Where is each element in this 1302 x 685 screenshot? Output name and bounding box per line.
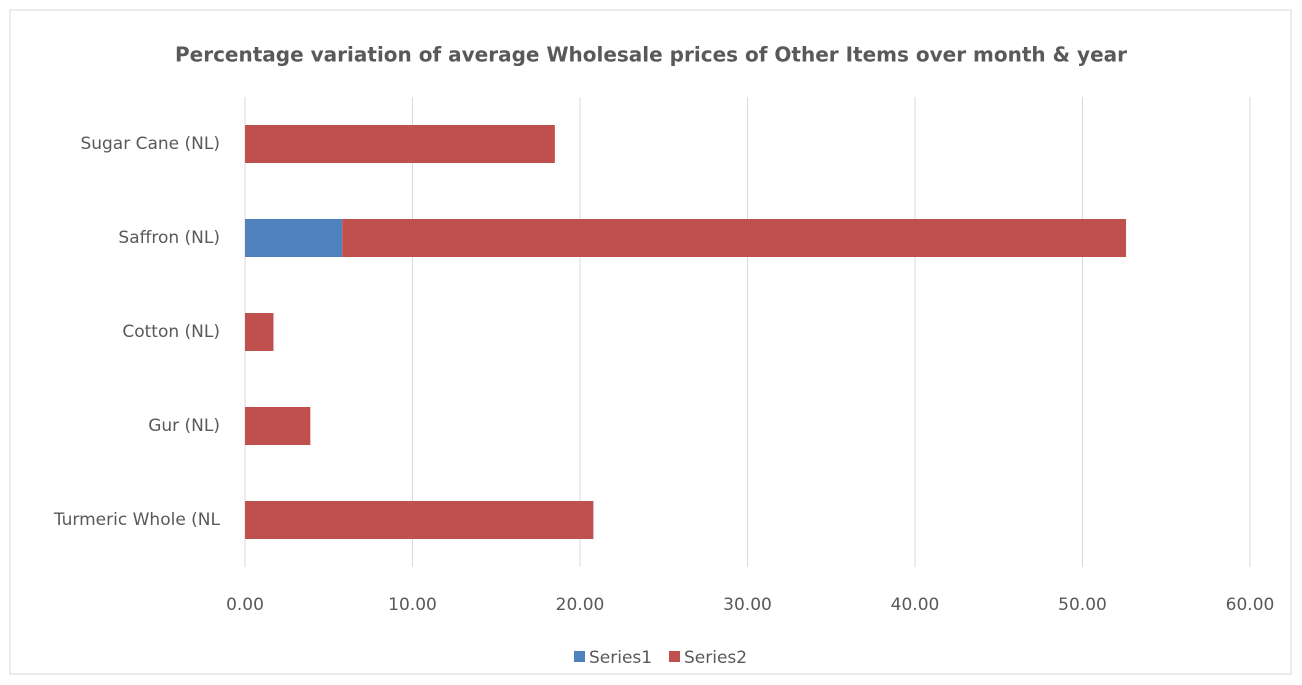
legend-swatch — [574, 651, 585, 662]
x-tick-label: 20.00 — [556, 595, 605, 615]
y-tick-label: Cotton (NL) — [122, 322, 220, 342]
legend-swatch — [669, 651, 680, 662]
y-tick-label: Turmeric Whole (NL — [53, 510, 221, 530]
bar — [245, 313, 274, 351]
x-tick-label: 30.00 — [723, 595, 772, 615]
x-tick-label: 60.00 — [1226, 595, 1275, 615]
x-tick-label: 10.00 — [388, 595, 437, 615]
bar — [245, 407, 311, 445]
chart-border — [9, 9, 1292, 675]
x-tick-label: 40.00 — [891, 595, 940, 615]
y-tick-label: Sugar Cane (NL) — [80, 134, 220, 154]
bar — [245, 125, 555, 163]
y-tick-label: Saffron (NL) — [118, 228, 220, 248]
chart-title: Percentage variation of average Wholesal… — [175, 43, 1127, 67]
bar — [342, 219, 1127, 257]
x-tick-label: 50.00 — [1058, 595, 1107, 615]
legend-label: Series1 — [589, 648, 652, 668]
y-tick-label: Gur (NL) — [148, 416, 220, 436]
legend-label: Series2 — [684, 648, 747, 668]
bar — [245, 501, 594, 539]
bar — [245, 219, 343, 257]
x-tick-label: 0.00 — [226, 595, 264, 615]
